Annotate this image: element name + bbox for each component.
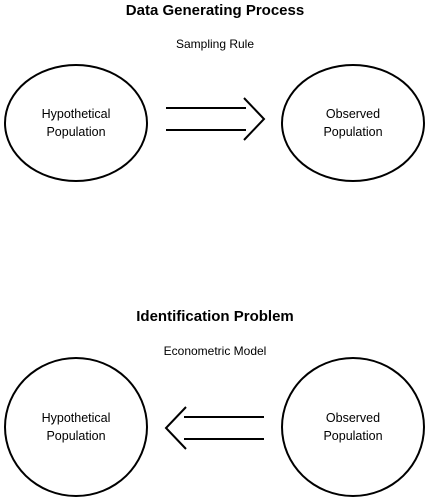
diagram-subtitle: Econometric Model bbox=[0, 344, 430, 358]
hypothetical-population-label: Hypothetical Population bbox=[42, 105, 111, 141]
hypothetical-population-label: Hypothetical Population bbox=[42, 409, 111, 445]
diagram-title: Data Generating Process bbox=[0, 2, 430, 19]
observed-population-label: Observed Population bbox=[323, 105, 382, 141]
observed-population-label: Observed Population bbox=[323, 409, 382, 445]
double-arrow-right-icon bbox=[160, 98, 270, 142]
hypothetical-population-circle: Hypothetical Population bbox=[4, 357, 148, 497]
diagram-title: Identification Problem bbox=[0, 308, 430, 325]
observed-population-circle: Observed Population bbox=[281, 357, 425, 497]
double-arrow-left-icon bbox=[160, 407, 270, 451]
data-generating-process-diagram: Data Generating Process Sampling Rule Hy… bbox=[0, 0, 430, 250]
hypothetical-population-circle: Hypothetical Population bbox=[4, 64, 148, 182]
diagram-subtitle: Sampling Rule bbox=[0, 37, 430, 51]
identification-problem-diagram: Identification Problem Econometric Model… bbox=[0, 300, 430, 500]
observed-population-circle: Observed Population bbox=[281, 64, 425, 182]
